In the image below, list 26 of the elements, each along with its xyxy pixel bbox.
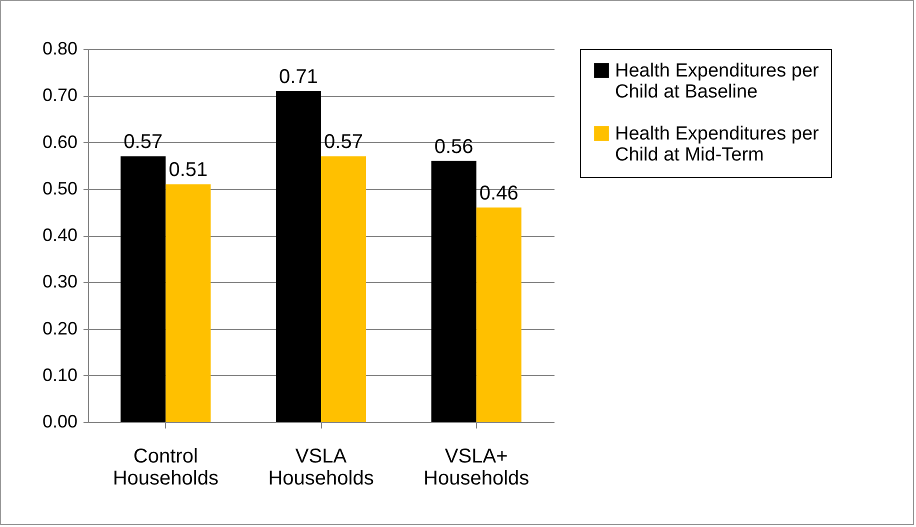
data-label: 0.56 xyxy=(434,136,474,158)
bar xyxy=(321,156,366,422)
data-label: 0.51 xyxy=(168,159,208,182)
y-tick-label: 0.50 xyxy=(42,178,78,198)
data-label: 0.57 xyxy=(324,131,363,154)
y-tick-label: 0.00 xyxy=(42,412,78,432)
bar xyxy=(476,208,522,422)
y-tick-label: 0.30 xyxy=(42,272,78,292)
x-tick-label: VSLA Households xyxy=(268,446,374,490)
x-tick-label: VSLA+ Households xyxy=(424,446,530,490)
y-tick-label: 0.20 xyxy=(42,318,78,338)
legend-label: Health Expenditures per Child at Baseline xyxy=(615,60,820,102)
bar xyxy=(120,156,166,422)
y-tick-label: 0.60 xyxy=(42,132,78,152)
y-tick-label: 0.80 xyxy=(42,38,78,58)
bar xyxy=(431,160,476,422)
y-tick-label: 0.40 xyxy=(42,225,78,245)
data-label: 0.57 xyxy=(124,131,163,154)
legend-label: Health Expenditures per Child at Mid-Term xyxy=(615,124,820,166)
data-label: 0.46 xyxy=(479,182,518,205)
bar xyxy=(276,90,321,422)
bar xyxy=(166,184,211,422)
y-tick-label: 0.10 xyxy=(42,364,78,385)
data-label: 0.71 xyxy=(279,66,318,88)
y-tick-label: 0.70 xyxy=(42,85,78,106)
x-tick-label: Control Households xyxy=(112,446,218,490)
